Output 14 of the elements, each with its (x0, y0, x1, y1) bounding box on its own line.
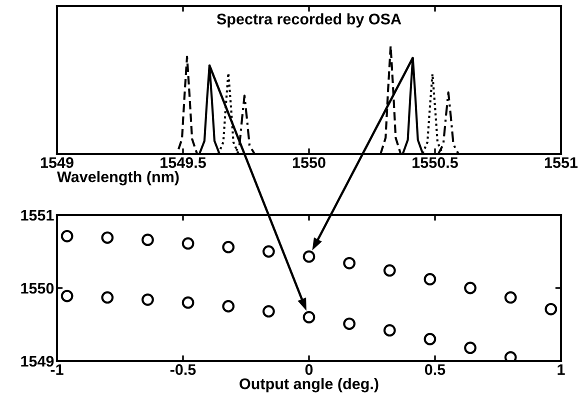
x-tick-label: -0.5 (170, 364, 196, 375)
y-tick-label: 1550 (21, 282, 54, 294)
x-tick-label: 0.5 (424, 364, 446, 375)
x-tick-label: 1549.5 (160, 157, 206, 168)
x-tick-label: 1550.5 (412, 157, 458, 168)
x-tick-label: 1549 (40, 157, 74, 168)
x-axis-title: Output angle (deg.) (240, 378, 378, 392)
x-axis-title: Wavelength (nm) (57, 171, 179, 186)
x-tick-label: 1550 (292, 157, 326, 168)
x-tick-label: 1551 (544, 157, 578, 168)
x-tick-label: 1 (558, 364, 565, 375)
y-tick-label: 1551 (21, 210, 54, 221)
x-tick-label: 0 (305, 364, 313, 375)
chart-title: Spectra recorded by OSA (216, 13, 402, 28)
